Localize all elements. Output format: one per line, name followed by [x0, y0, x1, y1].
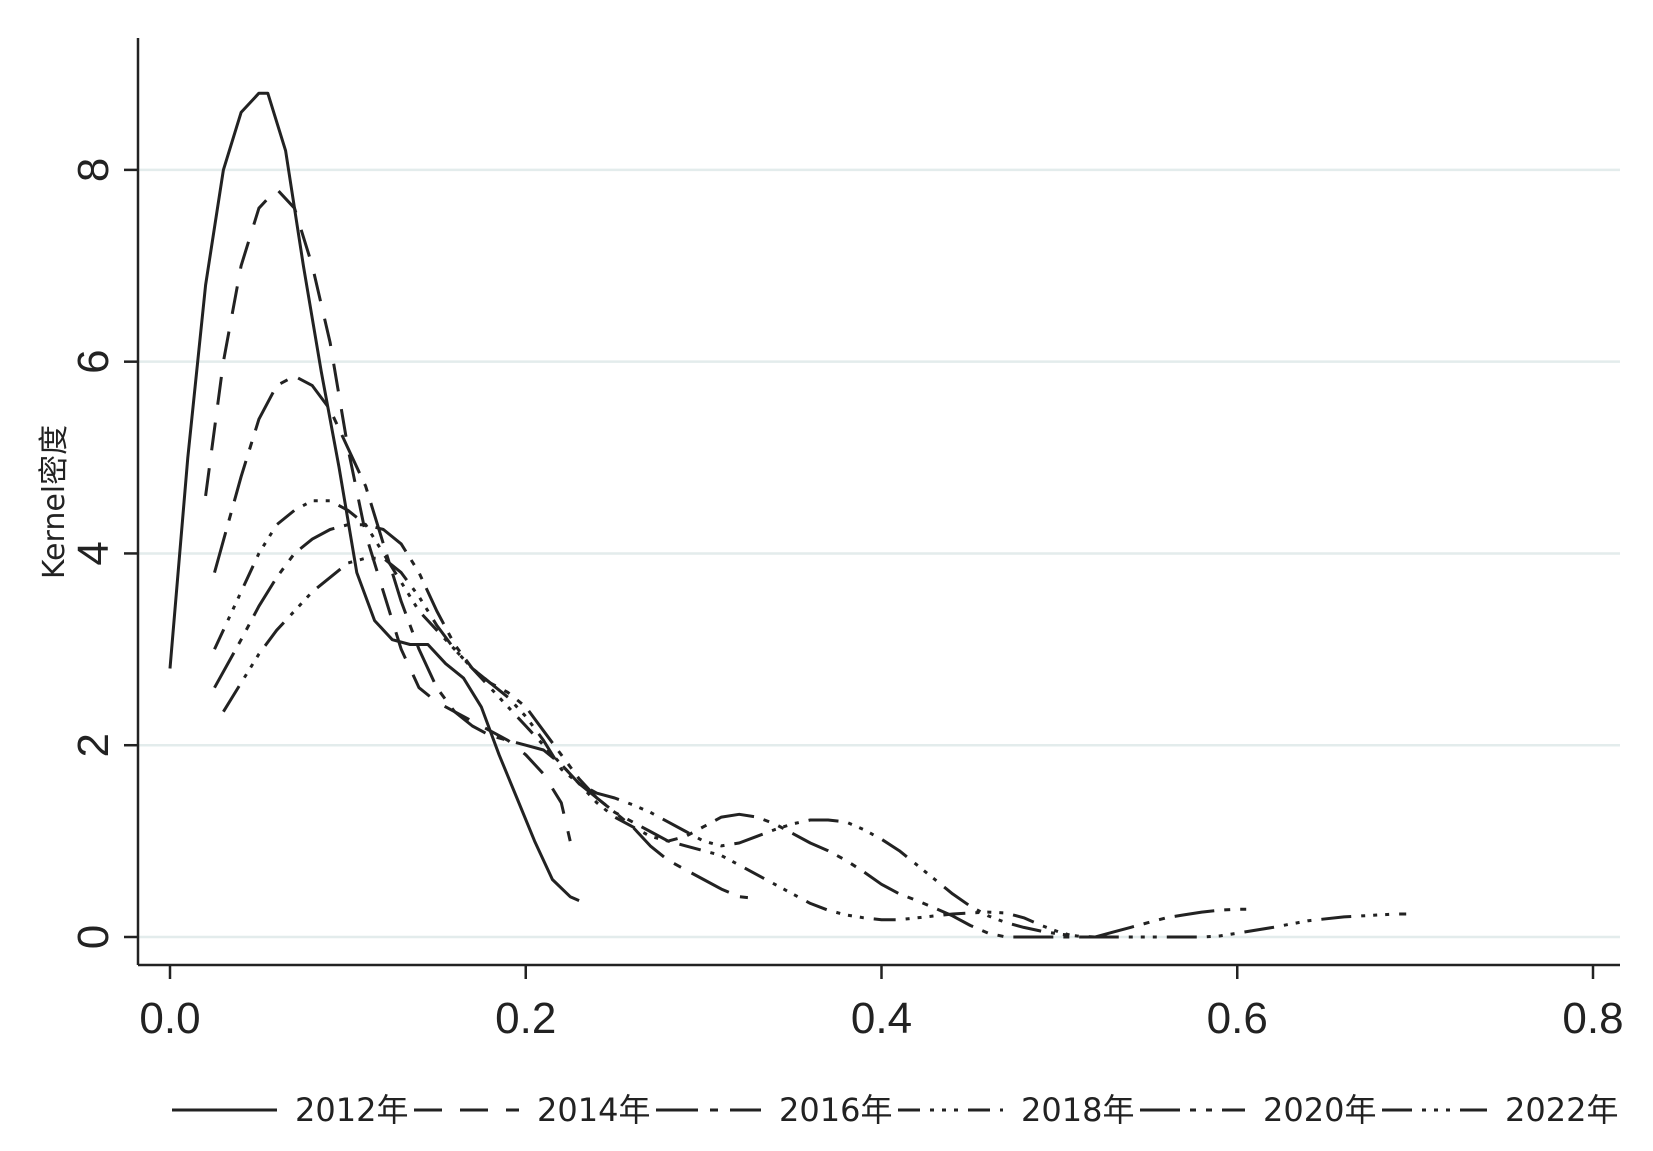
axes	[136, 38, 1620, 967]
x-tick-label: 0.4	[851, 994, 912, 1043]
legend-label: 2012年	[295, 1091, 408, 1129]
series-line-3	[213, 374, 758, 901]
series-line-4	[213, 499, 1113, 939]
legend-label: 2018年	[1021, 1091, 1134, 1129]
y-tick-label: 0	[69, 925, 118, 949]
series-line-5	[213, 523, 1255, 939]
legend-label: 2022年	[1505, 1091, 1618, 1129]
x-tick-label: 0.2	[495, 994, 556, 1043]
y-axis-title: Kernel密度	[37, 425, 72, 579]
y-tick-label: 4	[69, 541, 118, 565]
y-tick-label: 6	[69, 349, 118, 373]
series-line-2	[204, 187, 572, 842]
series-lines	[168, 91, 1407, 939]
x-tick-label: 0.8	[1562, 994, 1623, 1043]
legend-label: 2016年	[779, 1091, 892, 1129]
y-tick-label: 8	[69, 158, 118, 182]
y-tick-label: 2	[69, 733, 118, 757]
legend: 2012年 2014年 2016年 2018年 2020年 2022年	[172, 1091, 1618, 1129]
x-tick-label: 0.6	[1207, 994, 1268, 1043]
x-tick-label: 0.0	[139, 994, 200, 1043]
gridlines	[138, 168, 1620, 939]
axis-ticks: 0 2 4 6 8 0.0 0.2 0.4 0.6 0.8	[69, 158, 1624, 1043]
legend-label: 2020年	[1263, 1091, 1376, 1129]
series-line-1	[168, 91, 580, 902]
series-line-6	[222, 556, 1407, 939]
legend-label: 2014年	[537, 1091, 650, 1129]
